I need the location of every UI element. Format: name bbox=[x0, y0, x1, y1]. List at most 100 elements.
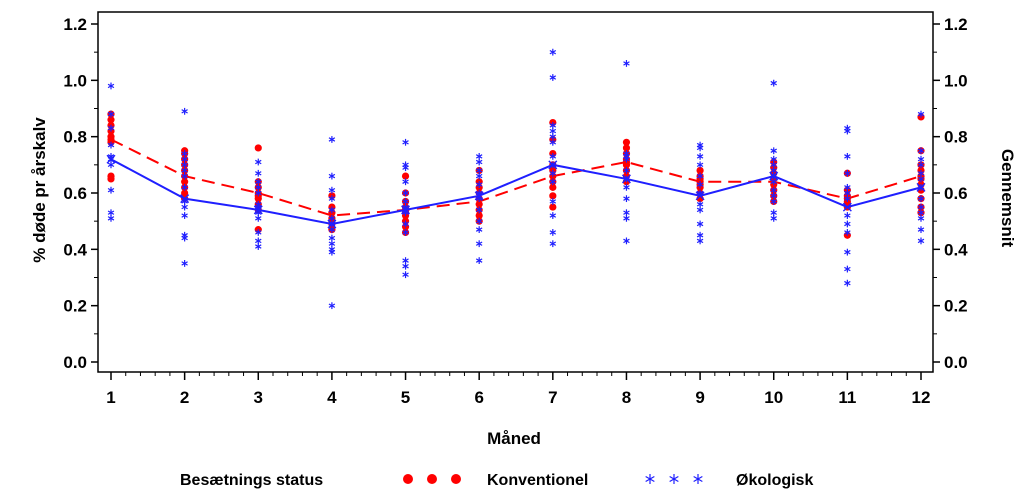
data-point bbox=[181, 203, 188, 211]
data-point bbox=[328, 302, 336, 310]
y-tick-label: 1.2 bbox=[63, 15, 87, 34]
data-point bbox=[549, 192, 557, 200]
data-point bbox=[402, 271, 409, 279]
y-axis-left: 0.0 0.2 0.4 0.6 0.8 1.0 1.2 bbox=[63, 15, 98, 372]
data-point bbox=[107, 124, 115, 132]
data-point bbox=[549, 178, 557, 186]
x-tick-label: 8 bbox=[622, 388, 631, 407]
legend-star bbox=[669, 474, 679, 484]
y-tick-label: 0.0 bbox=[63, 353, 87, 372]
data-point bbox=[622, 144, 631, 152]
data-point bbox=[402, 178, 409, 186]
y2-tick-label: 0.4 bbox=[944, 240, 968, 259]
data-point bbox=[328, 136, 336, 143]
data-point bbox=[255, 169, 262, 177]
data-point bbox=[107, 214, 115, 222]
data-point bbox=[181, 234, 188, 242]
data-point bbox=[917, 147, 925, 155]
x-tick-label: 4 bbox=[327, 388, 337, 407]
mean-marker bbox=[916, 182, 926, 192]
data-point bbox=[623, 237, 630, 245]
y2-tick-label: 1.0 bbox=[944, 71, 968, 90]
mean-line bbox=[110, 138, 922, 217]
x-tick-label: 9 bbox=[695, 388, 704, 407]
data-point bbox=[107, 82, 115, 90]
data-point bbox=[328, 226, 336, 234]
data-point bbox=[475, 158, 483, 166]
data-point bbox=[328, 195, 336, 203]
data-point bbox=[844, 248, 851, 256]
y-tick-label: 1.0 bbox=[63, 71, 87, 90]
series-konventionel bbox=[107, 110, 925, 239]
data-point bbox=[549, 152, 557, 160]
data-point bbox=[623, 183, 630, 191]
mean-marker bbox=[695, 191, 705, 201]
x-tick-label: 11 bbox=[838, 388, 856, 407]
data-point bbox=[623, 167, 630, 174]
data-point bbox=[402, 262, 409, 270]
mean-marker bbox=[401, 205, 411, 215]
data-point bbox=[255, 243, 262, 250]
y2-tick-label: 0.6 bbox=[944, 184, 968, 203]
x-tick-label: 1 bbox=[106, 388, 115, 407]
data-point bbox=[622, 161, 631, 169]
data-point bbox=[696, 206, 704, 214]
mean-marker bbox=[327, 219, 337, 229]
data-point bbox=[181, 189, 189, 197]
data-point bbox=[623, 195, 630, 203]
y-tick-label: 0.4 bbox=[63, 240, 87, 259]
data-point bbox=[328, 186, 336, 194]
data-point bbox=[475, 257, 483, 264]
legend-star bbox=[645, 474, 655, 484]
data-point bbox=[917, 214, 925, 222]
mean-marker bbox=[253, 205, 263, 215]
data-point bbox=[917, 237, 925, 245]
data-point bbox=[917, 161, 925, 169]
mean-marker bbox=[548, 160, 558, 170]
data-point bbox=[549, 198, 557, 205]
legend-dot bbox=[451, 474, 461, 484]
data-point bbox=[328, 206, 336, 214]
data-point bbox=[844, 169, 851, 177]
data-point bbox=[254, 144, 262, 152]
data-point bbox=[549, 203, 557, 211]
mean-marker bbox=[474, 191, 484, 201]
data-point bbox=[328, 172, 336, 180]
data-point bbox=[107, 141, 115, 149]
data-point bbox=[549, 48, 557, 56]
data-point bbox=[696, 166, 704, 175]
data-point bbox=[623, 60, 630, 67]
data-point bbox=[696, 220, 704, 228]
data-point bbox=[549, 169, 557, 177]
y2-axis-title: Gennemsnit bbox=[998, 149, 1017, 248]
data-point bbox=[917, 110, 925, 118]
y-tick-label: 0.2 bbox=[63, 297, 87, 316]
x-tick-label: 10 bbox=[764, 388, 783, 407]
data-point bbox=[402, 138, 409, 146]
data-point bbox=[475, 181, 483, 188]
data-point bbox=[770, 147, 777, 155]
data-point bbox=[622, 138, 631, 146]
data-point bbox=[917, 226, 925, 234]
data-point bbox=[254, 195, 262, 203]
data-point bbox=[844, 279, 851, 287]
data-point bbox=[181, 172, 188, 180]
mean-marker bbox=[842, 202, 852, 212]
data-point bbox=[696, 237, 704, 245]
data-point bbox=[475, 240, 483, 248]
data-point bbox=[475, 217, 483, 225]
mean-marker bbox=[621, 174, 631, 184]
data-point bbox=[402, 189, 409, 197]
legend-marker-konventionel bbox=[403, 474, 461, 484]
mean-marker bbox=[106, 154, 116, 164]
x-tick-label: 2 bbox=[180, 388, 189, 407]
legend: Besætnings status Konventionel Økologisk bbox=[180, 472, 813, 489]
mean-marker bbox=[769, 171, 779, 181]
data-point bbox=[549, 212, 557, 219]
data-point bbox=[623, 155, 630, 163]
data-point bbox=[107, 186, 115, 194]
data-point bbox=[107, 175, 115, 183]
data-point bbox=[181, 178, 189, 186]
data-point bbox=[844, 220, 851, 228]
